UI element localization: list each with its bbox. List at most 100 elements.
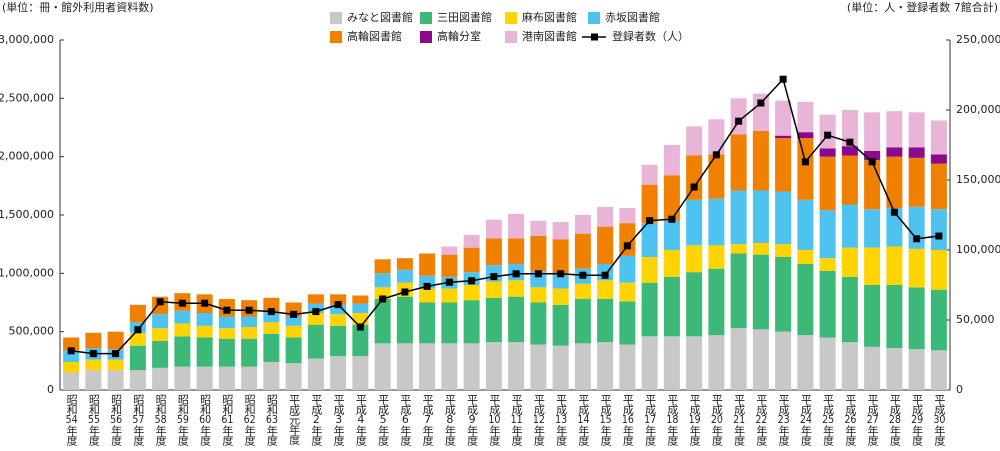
bar-segment [129,332,146,346]
line-marker [67,347,75,355]
bar-segment [819,210,836,259]
bar-segment [597,280,614,299]
bar-segment [819,114,836,149]
bar-segment [819,156,836,211]
line-marker [935,232,943,240]
line-marker [134,326,142,334]
x-tick-label: 平成26年度 [843,394,857,445]
line-marker [801,158,809,166]
x-tick-label: 平成18年度 [665,394,679,445]
bar-segment [307,294,324,304]
bar-segment [752,131,769,191]
bar-segment [641,282,658,337]
bar-segment [619,223,636,256]
bar-segment [775,331,792,390]
bar-segment [797,132,814,138]
bar-segment [174,310,191,324]
line-marker [824,131,832,139]
yticks-label: 0 [47,383,54,396]
bar-segment [508,296,525,343]
bar-segment [730,253,747,329]
bar-segment [708,119,725,155]
bar-segment [263,334,280,362]
bar-segment [530,302,547,345]
bar-segment [797,335,814,390]
bar-segment [374,259,391,274]
bar-segment [641,164,658,185]
bar-segment [552,288,569,305]
x-tick-label: 平成8年度 [443,394,457,445]
bar-segment [886,348,903,390]
x-tick-label: 平成19年度 [688,394,702,445]
bar-segment [463,247,480,273]
x-tick-label: 平成23年度 [777,394,791,445]
bar-segment [174,366,191,390]
line-marker [534,270,542,278]
bar-segment [686,155,703,200]
bar-segment [352,303,369,313]
line-marker [379,295,387,303]
bar-segment [396,296,413,344]
line-marker [112,350,120,358]
bar-segment [285,302,302,317]
legend-swatch [330,31,342,43]
line-marker [690,183,698,191]
bar-segment [864,150,881,161]
bar-segment [775,135,792,138]
line-marker [757,99,765,107]
bar-segment [218,316,235,329]
x-tick-label: 平成5年度 [376,394,390,445]
bar-segment [441,343,458,390]
bar-segment [152,314,169,329]
bar-segment [463,285,480,301]
bar-segment [307,358,324,390]
x-tick-label: 昭和57年度 [131,394,145,445]
x-tick-label: 平成12年度 [532,394,546,445]
bar-segment [641,336,658,390]
bar-segment [619,301,636,345]
line-marker [890,208,898,216]
bar-segment [174,336,191,367]
bar-segment [775,100,792,136]
bar-segment [330,356,347,390]
bar-segment [930,209,947,250]
legend-swatch [420,31,432,43]
bar-segment [886,156,903,208]
x-tick-label: 平成21年度 [732,394,746,445]
bar-segment [574,283,591,299]
bar-segment [374,299,391,344]
bar-segment [530,236,547,271]
legend-label: みなと図書館 [347,10,413,24]
x-tick-label: 平成25年度 [821,394,835,445]
bar-segment [419,302,436,344]
bar-segment [196,337,213,367]
line-marker [512,270,520,278]
bar-segment [374,343,391,390]
bar-segment [574,233,591,269]
bar-segment [841,342,858,390]
bar-segment [775,244,792,257]
bar-segment [396,343,413,390]
bar-segment [485,297,502,343]
line-marker [223,306,231,314]
bar-segment [886,111,903,148]
bar-segment [485,342,502,390]
bar-segment [285,316,302,326]
bar-segment [641,184,658,224]
bar-segment [152,328,169,341]
bar-segment [597,226,614,264]
bar-segment [552,222,569,240]
bar-segment [864,160,881,210]
bar-segment [552,345,569,390]
legend-label: 港南図書館 [522,29,577,43]
x-tick-label: 平成16年度 [621,394,635,445]
bar-segment [530,344,547,390]
y2-unit-label: (単位：人・登録者数 7館合計) [847,0,998,14]
bar-segment [841,155,858,205]
bar-segment [285,325,302,338]
bar-segment [374,287,391,299]
bar-segment [63,362,80,373]
bar-segment [841,276,858,343]
line-marker [712,151,720,159]
